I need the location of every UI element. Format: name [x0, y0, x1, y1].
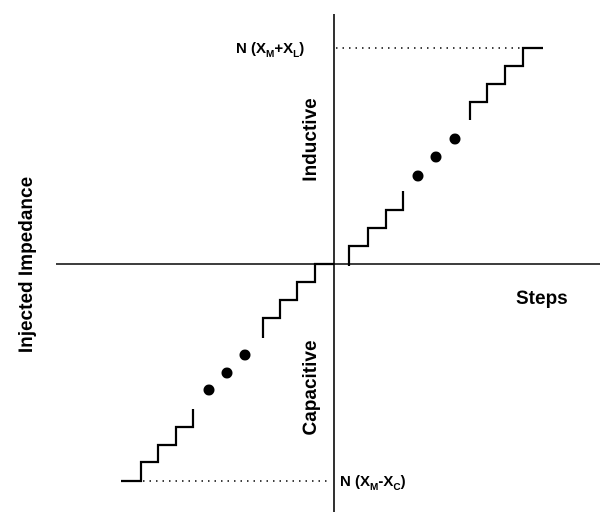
capacitive-region-label: Capacitive: [300, 340, 321, 435]
ellipsis-dot: [449, 133, 461, 145]
ellipsis-dot: [412, 170, 424, 182]
y-axis-label: Injected Impedance: [16, 177, 37, 353]
top-level-label: N (XM+XL): [236, 40, 304, 60]
inductive-region-label: Inductive: [300, 98, 321, 181]
capacitive-staircase-lower: [121, 409, 195, 483]
bottom-level-label: N (XM-XC): [340, 473, 406, 493]
inductive-staircase-upper: [468, 46, 543, 120]
ellipsis-dot: [203, 384, 215, 396]
ellipsis-dot: [239, 349, 251, 361]
inductive-staircase-lower: [347, 191, 405, 266]
x-axis-label: Steps: [516, 288, 568, 309]
ellipsis-dot: [221, 367, 233, 379]
capacitive-staircase-upper: [261, 262, 334, 338]
ellipsis-dot: [430, 151, 442, 163]
